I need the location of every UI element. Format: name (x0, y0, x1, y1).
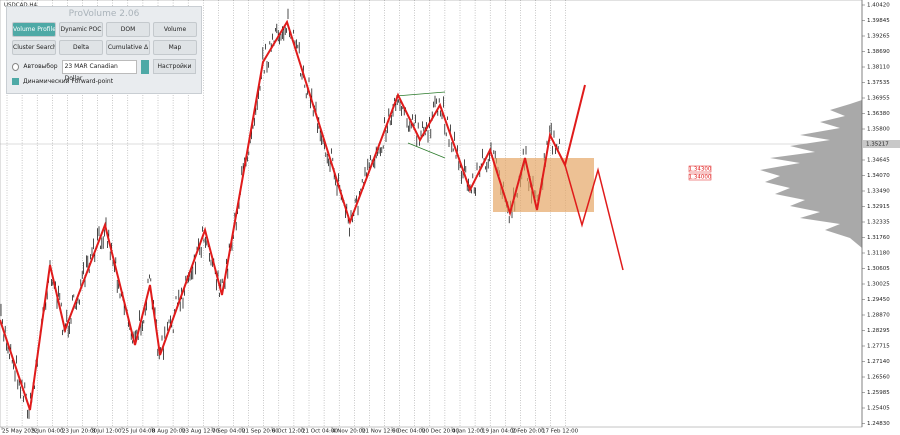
panel-button[interactable]: Dynamic POC (59, 22, 103, 37)
time-label: 25 May 2022 (2, 429, 38, 435)
time-label: 8 Jul 12:00 (92, 429, 122, 435)
time-label: 21 Nov 12:00 (362, 429, 400, 435)
price-label: 1.25405 (867, 406, 890, 412)
time-label: 20 Dec 20:00 (422, 429, 459, 435)
price-label: 1.38690 (867, 49, 890, 55)
price-label: 1.34645 (867, 158, 890, 164)
button-grid: Volume Profile Dynamic POC DOM Volume Cluste… (12, 22, 197, 55)
time-label: 2 Feb 20:00 (512, 429, 545, 435)
price-label: 1.40420 (867, 3, 890, 9)
price-label: 1.27140 (867, 359, 890, 365)
time-label: 25 Jul 04:00 (122, 429, 155, 435)
price-label: 1.34070 (867, 173, 890, 179)
time-label: 4 Jan 12:00 (452, 429, 484, 435)
time-label: 7 Sep 04:00 (212, 429, 246, 435)
settings-button[interactable]: Настройки (152, 59, 196, 74)
time-label: 23 Jun 20:00 (62, 429, 97, 435)
time-label: 6 Oct 12:00 (272, 429, 305, 435)
tag-box (688, 165, 712, 173)
zigzag (0, 19, 586, 411)
forward-point[interactable]: Динамический Forward-point (23, 78, 114, 85)
panel-title: ProVolume 2.06 (68, 9, 140, 19)
time-label: 8 Aug 20:00 (152, 429, 186, 435)
price-label: 1.30605 (867, 266, 890, 272)
price-label: 1.29450 (867, 297, 890, 303)
price-label: 1.37535 (867, 80, 890, 86)
price-label: 1.28870 (867, 313, 890, 319)
time-label: 4 Nov 20:00 (332, 429, 366, 435)
price-label: 1.38110 (867, 65, 890, 71)
panel-button[interactable]: Volume (153, 22, 197, 37)
price-label: 1.27715 (867, 344, 890, 350)
panel-button[interactable]: Cumulative Δ (106, 40, 150, 55)
current-price-box (863, 140, 900, 148)
panel-button[interactable]: DOM (106, 22, 150, 37)
panel-button[interactable]: Map (153, 40, 197, 55)
price-label: 1.33490 (867, 189, 890, 195)
tag-box (688, 173, 712, 181)
price-label: 1.35800 (867, 127, 890, 133)
time-label: 21 Sep 20:00 (242, 429, 279, 435)
volume-profile (760, 100, 862, 248)
price-label: 1.24830 (867, 421, 890, 427)
price-label: 1.30025 (867, 282, 890, 288)
instrument-input[interactable]: 23 MAR Canadian Dollar (61, 59, 137, 82)
time-label: 17 Feb 12:00 (542, 429, 579, 435)
price-label: 1.32915 (867, 204, 890, 210)
checkbox[interactable] (12, 62, 20, 71)
panel-button[interactable]: Volume Profile (12, 22, 56, 37)
price-label: 1.36955 (867, 96, 890, 102)
time-label: 19 Jan 04:00 (482, 429, 517, 435)
price-label: 1.32335 (867, 220, 890, 226)
trend-line (395, 91, 446, 97)
trend-line (407, 142, 446, 159)
current-price: 1.35217 (866, 142, 889, 148)
panel-button[interactable]: Delta (59, 40, 103, 55)
price-label: 1.28295 (867, 328, 890, 334)
price-tag: 1.34000 (689, 175, 712, 181)
price-label: 1.31180 (867, 251, 890, 257)
time-label: 6 Dec 04:00 (392, 429, 426, 435)
price-label: 1.26560 (867, 375, 890, 381)
price-label: 1.39265 (867, 34, 890, 40)
time-label: 9 Jun 04:00 (32, 429, 64, 435)
panel-button[interactable]: Cluster Search (12, 40, 56, 55)
price-label: 1.36380 (867, 111, 890, 117)
symbol: USDCAD,H4 (4, 3, 37, 9)
auto-select[interactable]: Автовыбор (23, 63, 58, 70)
time-label: 21 Oct 04:00 (302, 429, 338, 435)
forward-row: Динамический Forward-point (12, 78, 196, 85)
price-tag: 1.34300 (689, 167, 712, 173)
dropdown[interactable] (140, 59, 149, 74)
time-label: 23 Aug 12:00 (182, 429, 220, 435)
price-label: 1.39845 (867, 18, 890, 24)
provolume-panel: ProVolume 2.06 Volume Profile Dynamic POC… (6, 6, 202, 94)
price-label: 1.25985 (867, 390, 890, 396)
projection (564, 164, 624, 271)
price-label: 1.31760 (867, 235, 890, 241)
checkbox[interactable] (12, 78, 19, 85)
instrument-row: Автовыбор 23 MAR Canadian Dollar Настрой… (12, 59, 196, 82)
